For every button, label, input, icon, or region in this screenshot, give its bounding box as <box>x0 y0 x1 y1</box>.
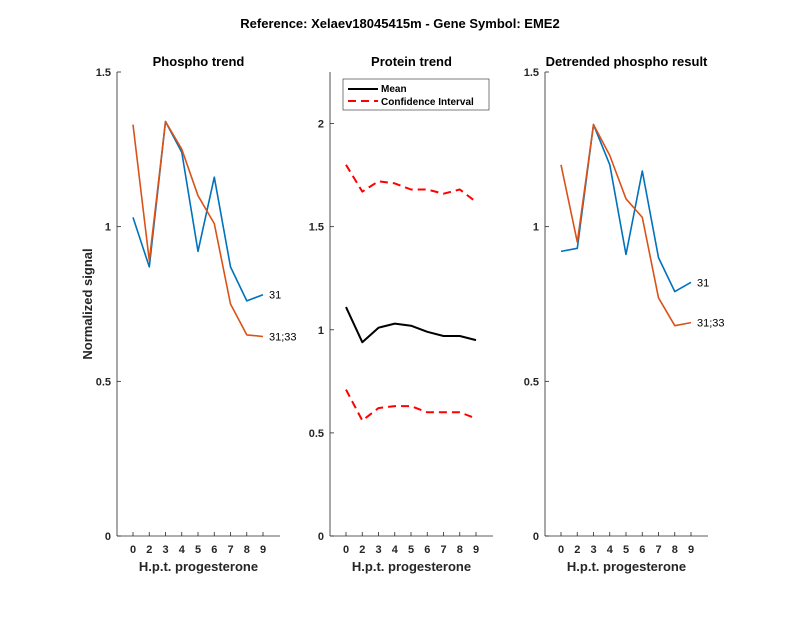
figure-title: Reference: Xelaev18045415m - Gene Symbol… <box>240 16 559 31</box>
x-tick-label: 8 <box>244 544 250 556</box>
series-line-1 <box>560 123 692 293</box>
legend: Mean Confidence Interval <box>342 78 490 111</box>
x-tick-label: 9 <box>688 544 694 556</box>
x-tick-label: 0 <box>343 544 349 556</box>
x-tick-label: 3 <box>162 544 168 556</box>
x-tick-label: 6 <box>211 544 217 556</box>
x-tick-label: 0 <box>130 544 136 556</box>
x-tick-label: 8 <box>457 544 463 556</box>
series-line-1 <box>345 306 477 344</box>
series-end-label: 31 <box>269 290 281 302</box>
y-tick-label: 1.5 <box>309 222 324 234</box>
y-tick-label: 0.5 <box>309 428 324 440</box>
x-tick-label: 0 <box>558 544 564 556</box>
x-tick-label: 2 <box>146 544 152 556</box>
y-tick-label: 1 <box>105 222 111 234</box>
x-axis-label: H.p.t. progesterone <box>352 559 471 574</box>
x-tick-label: 2 <box>359 544 365 556</box>
y-tick-label: 0.5 <box>524 376 539 388</box>
y-tick-label: 1 <box>533 222 539 234</box>
series-end-label: 31 <box>697 277 709 289</box>
y-tick-label: 1.5 <box>524 67 539 79</box>
y-tick-label: 0.5 <box>96 376 111 388</box>
x-tick-label: 9 <box>473 544 479 556</box>
y-tick-label: 0 <box>533 531 539 543</box>
x-tick-label: 5 <box>408 544 414 556</box>
x-axis-label: H.p.t. progesterone <box>567 559 686 574</box>
x-tick-label: 7 <box>655 544 661 556</box>
legend-box <box>342 78 490 111</box>
series-line-2 <box>345 164 477 203</box>
series-line-2 <box>132 120 264 338</box>
x-tick-label: 4 <box>392 544 399 556</box>
legend-label-mean: Mean <box>381 84 407 95</box>
x-tick-label: 3 <box>375 544 381 556</box>
y-tick-label: 1 <box>318 325 324 337</box>
x-tick-label: 8 <box>672 544 678 556</box>
x-tick-label: 4 <box>179 544 186 556</box>
panel-title: Detrended phospho result <box>546 54 708 69</box>
x-tick-label: 6 <box>639 544 645 556</box>
y-tick-label: 0 <box>318 531 324 543</box>
series-line-2 <box>560 123 692 327</box>
panel-title: Protein trend <box>371 54 452 69</box>
y-tick-label: 1.5 <box>96 67 111 79</box>
x-tick-label: 5 <box>623 544 629 556</box>
legend-label-ci: Confidence Interval <box>381 97 474 108</box>
x-tick-label: 6 <box>424 544 430 556</box>
x-axis-label: H.p.t. progesterone <box>139 559 258 574</box>
x-tick-label: 9 <box>260 544 266 556</box>
x-tick-label: 4 <box>607 544 614 556</box>
x-tick-label: 2 <box>574 544 580 556</box>
panel-title: Phospho trend <box>153 54 245 69</box>
x-tick-label: 7 <box>227 544 233 556</box>
y-tick-label: 0 <box>105 531 111 543</box>
series-end-label: 31;33 <box>269 331 297 343</box>
y-axis-label: Normalized signal <box>80 248 95 359</box>
series-end-label: 31;33 <box>697 318 725 330</box>
x-tick-label: 7 <box>440 544 446 556</box>
series-line-3 <box>345 389 477 422</box>
x-tick-label: 5 <box>195 544 201 556</box>
x-tick-label: 3 <box>590 544 596 556</box>
y-tick-label: 2 <box>318 119 324 131</box>
series-line-1 <box>132 120 264 302</box>
